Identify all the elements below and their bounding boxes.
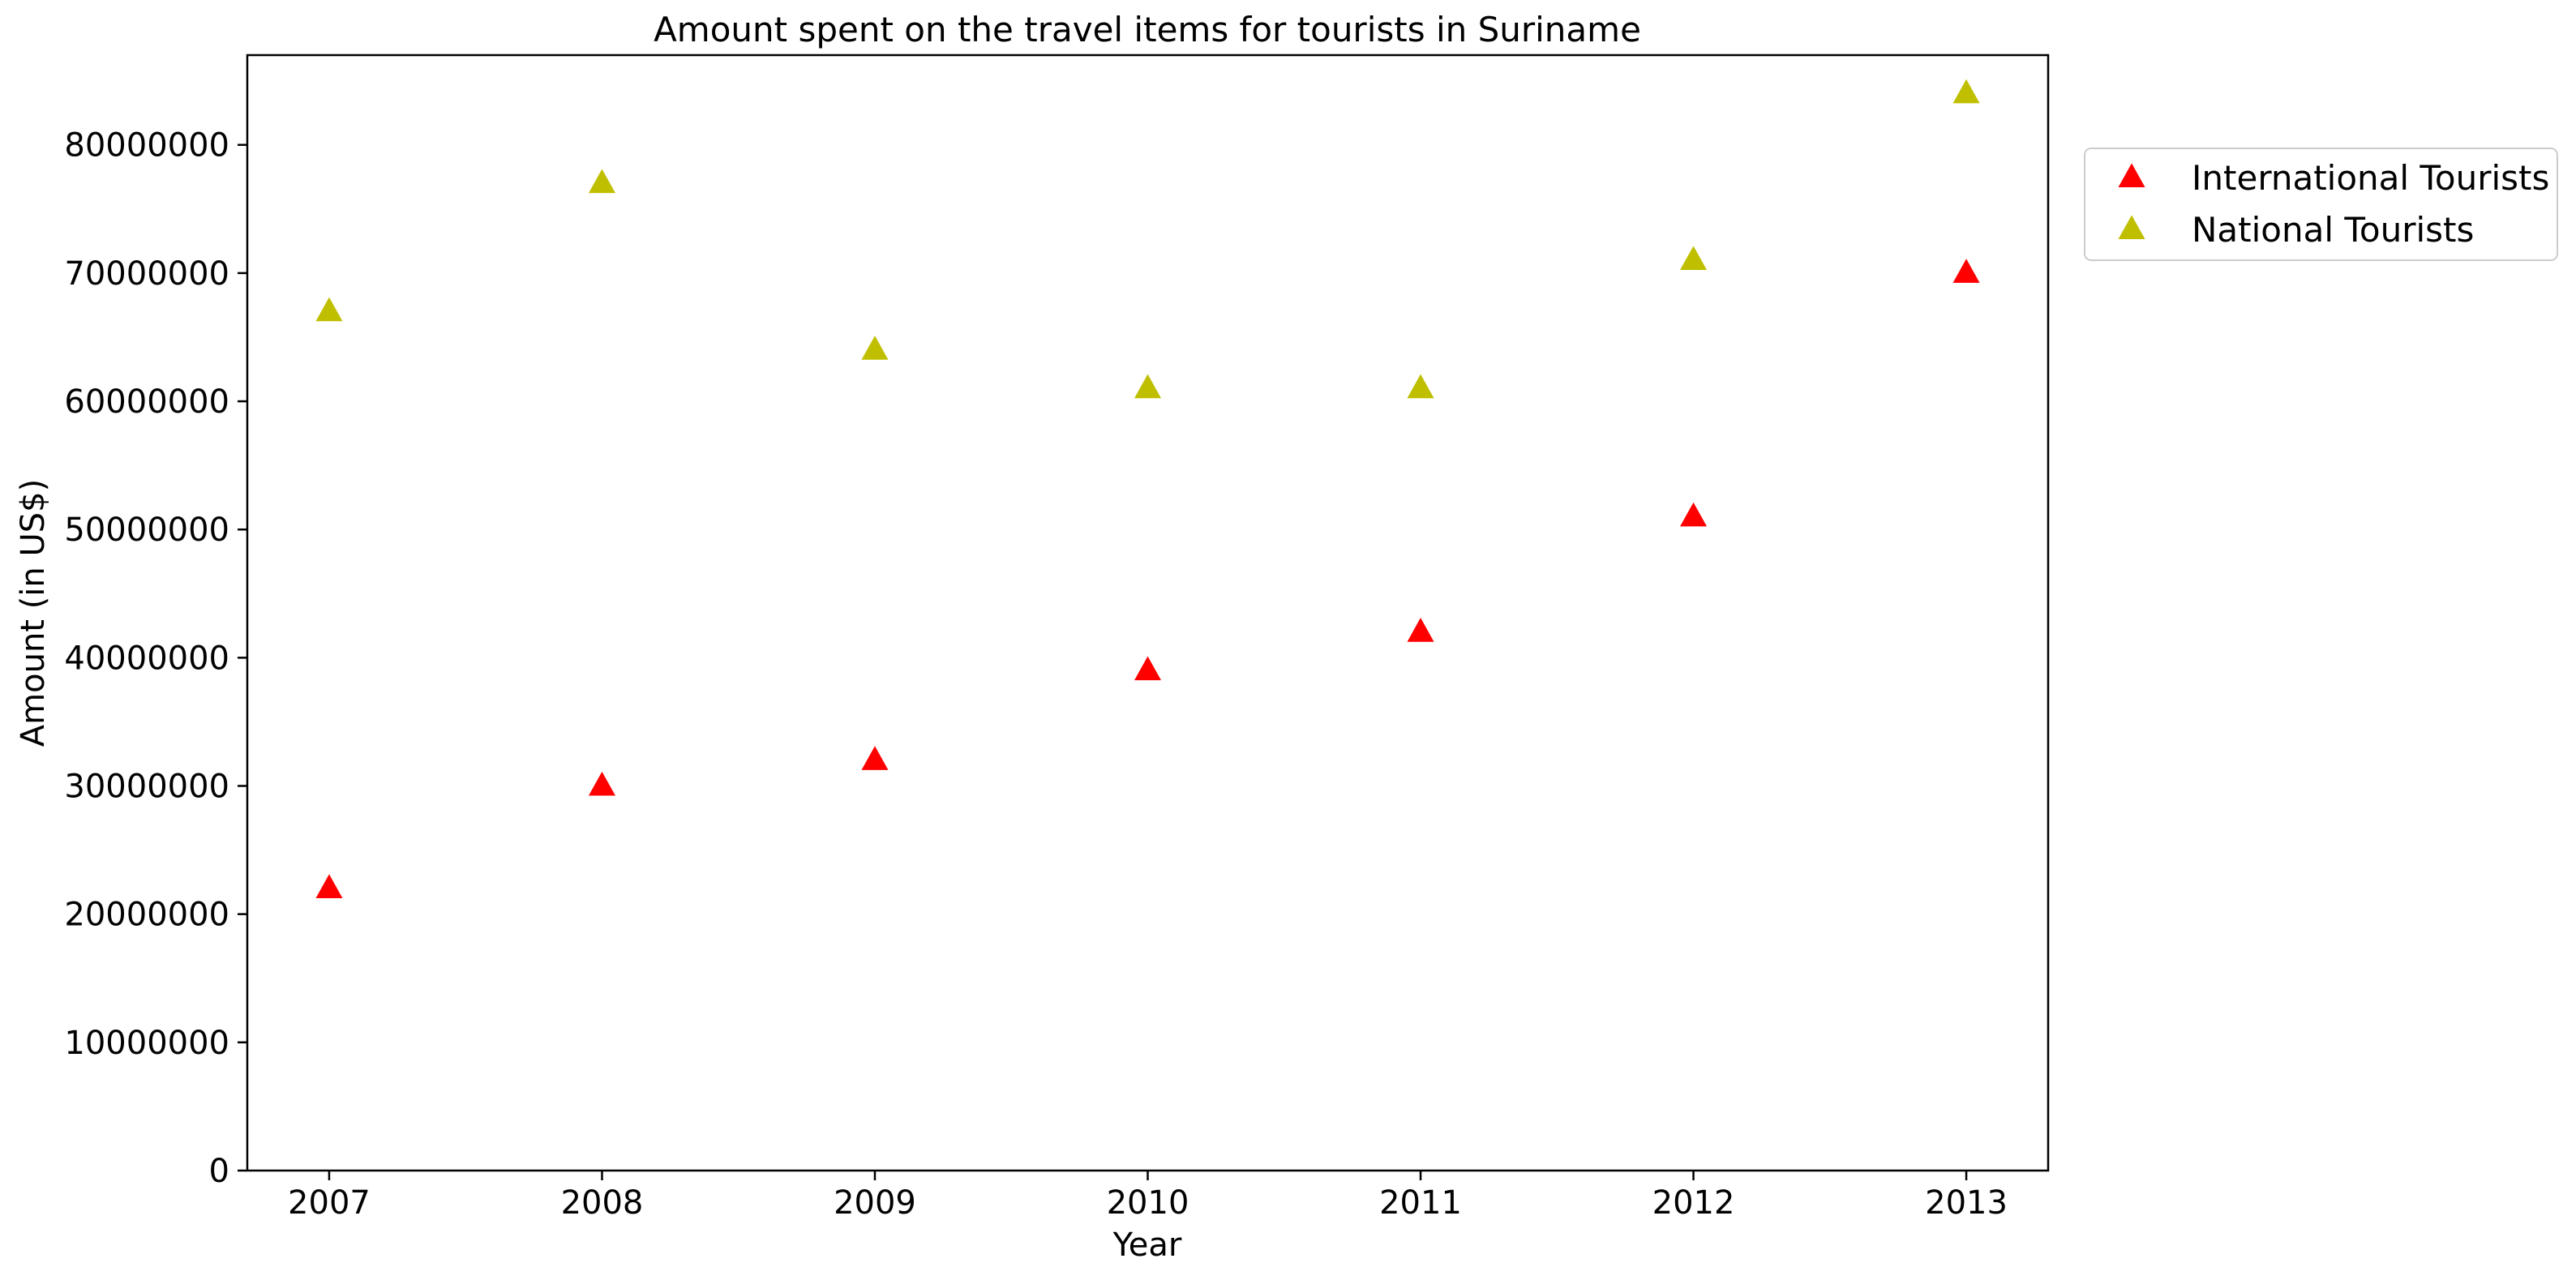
legend-marker bbox=[2118, 215, 2145, 239]
series-1 bbox=[315, 79, 1980, 399]
y-tick-label: 20000000 bbox=[64, 897, 229, 934]
y-tick-label: 40000000 bbox=[64, 640, 229, 677]
data-point bbox=[1407, 374, 1434, 399]
y-tick-label: 60000000 bbox=[64, 383, 229, 421]
x-tick-label: 2009 bbox=[834, 1184, 916, 1222]
plot-frame bbox=[246, 54, 2050, 1172]
x-tick-label: 2012 bbox=[1652, 1184, 1735, 1222]
data-point bbox=[588, 169, 615, 194]
plot-area bbox=[246, 54, 2050, 1172]
data-point bbox=[1407, 618, 1434, 642]
legend-label: International Tourists bbox=[2192, 158, 2549, 198]
data-point bbox=[315, 874, 343, 899]
data-point bbox=[1680, 246, 1708, 271]
x-tick-label: 2008 bbox=[561, 1184, 644, 1222]
y-tick-label: 30000000 bbox=[64, 768, 229, 806]
data-point bbox=[1680, 502, 1708, 527]
data-point bbox=[1134, 656, 1161, 681]
legend-label: National Tourists bbox=[2192, 210, 2474, 250]
data-point bbox=[588, 771, 615, 796]
chart-title: Amount spent on the travel items for tou… bbox=[654, 10, 1641, 49]
y-tick-label: 0 bbox=[209, 1153, 229, 1190]
x-tick-label: 2007 bbox=[288, 1184, 371, 1222]
y-tick-label: 70000000 bbox=[64, 255, 229, 293]
x-tick-label: 2010 bbox=[1107, 1184, 1189, 1222]
legend-marker bbox=[2118, 163, 2145, 187]
legend: International Tourists National Tourists bbox=[2084, 148, 2558, 261]
data-point bbox=[1952, 259, 1980, 283]
x-tick-label: 2013 bbox=[1925, 1184, 2008, 1222]
legend-box bbox=[2084, 148, 2558, 261]
data-point bbox=[315, 297, 343, 322]
y-tick-label: 80000000 bbox=[64, 127, 229, 165]
data-points bbox=[315, 79, 1980, 899]
y-tick-label: 10000000 bbox=[64, 1025, 229, 1062]
data-point bbox=[1134, 374, 1161, 399]
y-axis: 0 10000000 20000000 30000000 40000000 5000000… bbox=[64, 127, 247, 1190]
y-axis-title: Amount (in US$) bbox=[15, 479, 52, 747]
series-0 bbox=[315, 259, 1980, 899]
data-point bbox=[1952, 79, 1980, 104]
x-tick-label: 2011 bbox=[1379, 1184, 1462, 1222]
x-axis-title: Year bbox=[1112, 1226, 1182, 1264]
data-point bbox=[861, 746, 889, 770]
y-tick-label: 50000000 bbox=[64, 512, 229, 549]
x-axis: 2007 2008 2009 2010 2011 2012 2013 bbox=[288, 1171, 2008, 1222]
data-point bbox=[861, 336, 889, 360]
